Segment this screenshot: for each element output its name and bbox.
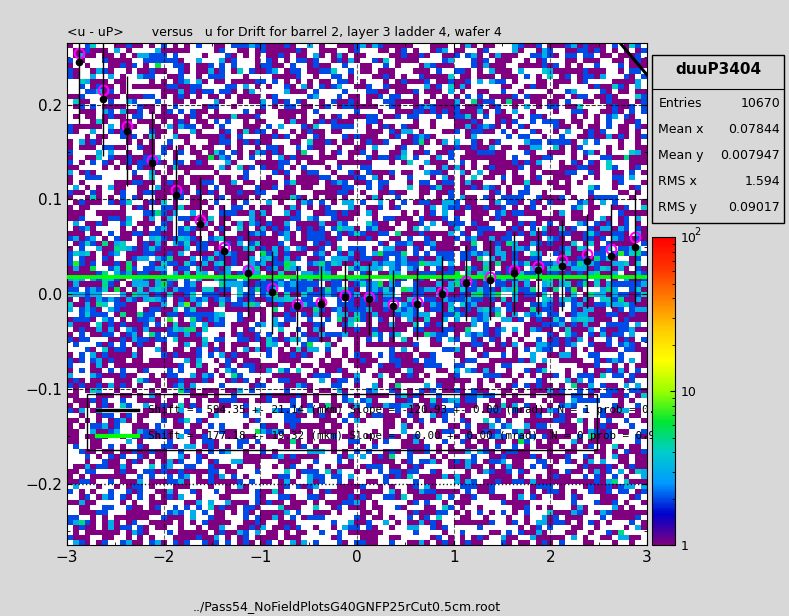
- Text: 10670: 10670: [741, 97, 780, 110]
- Text: 0.007947: 0.007947: [720, 149, 780, 162]
- Text: RMS x: RMS x: [658, 175, 697, 188]
- Text: ../Pass54_NoFieldPlotsG40GNFP25rCut0.5cm.root: ../Pass54_NoFieldPlotsG40GNFP25rCut0.5cm…: [193, 600, 501, 613]
- Text: 0.09017: 0.09017: [728, 201, 780, 214]
- Text: Mean x: Mean x: [658, 123, 704, 136]
- Text: Shift =  594.35 +- 21.14 (mkm) Slope = -120.93 +- 0.00 (mrad)  N = 1 prob = 0.00: Shift = 594.35 +- 21.14 (mkm) Slope = -1…: [148, 405, 675, 415]
- Text: 2: 2: [694, 227, 701, 237]
- Text: 1.594: 1.594: [745, 175, 780, 188]
- Text: <u - uP>       versus   u for Drift for barrel 2, layer 3 ladder 4, wafer 4: <u - uP> versus u for Drift for barrel 2…: [67, 26, 502, 39]
- Text: Entries: Entries: [658, 97, 702, 110]
- Text: Mean y: Mean y: [658, 149, 704, 162]
- Text: Shift =  177.18 +- 19.32 (mkm) Slope =   0.00 +- 0.00 (mrad)  N = 0 prob = 0.990: Shift = 177.18 +- 19.32 (mkm) Slope = 0.…: [148, 431, 668, 441]
- Text: 0.07844: 0.07844: [728, 123, 780, 136]
- Text: RMS y: RMS y: [658, 201, 697, 214]
- Text: duuP3404: duuP3404: [675, 62, 761, 77]
